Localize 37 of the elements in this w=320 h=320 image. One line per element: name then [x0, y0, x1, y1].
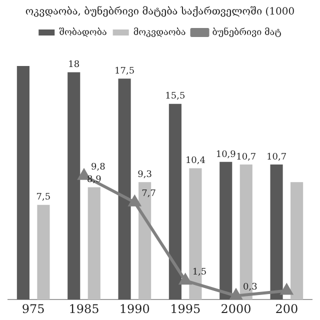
data-label: 8,9 [86, 175, 102, 186]
point [180, 274, 192, 285]
bar [16, 66, 30, 300]
x-tick-label: 975 [22, 302, 45, 316]
data-label: 18 [68, 60, 80, 70]
bar [168, 104, 182, 300]
data-label: 0,3 [243, 282, 258, 293]
bar [270, 164, 283, 300]
bar [37, 204, 50, 300]
bar [220, 162, 232, 300]
bar [68, 72, 80, 300]
data-label: 9,3 [138, 170, 152, 180]
data-label: 10,4 [185, 156, 206, 166]
bar [118, 78, 131, 300]
bar [290, 182, 304, 300]
data-label: 7,7 [142, 189, 156, 200]
data-label: 1,5 [192, 268, 207, 278]
chart-title: ოკვდაობა, ბუნებრივი მატება საქართველოში (1000 [25, 6, 295, 18]
data-label: 15,5 [165, 92, 186, 102]
point [230, 289, 242, 300]
data-label: 10,7 [236, 152, 256, 162]
data-label: 10,7 [266, 152, 287, 162]
data-label: 10,9 [216, 150, 236, 160]
bar [88, 187, 100, 300]
data-label: 17,5 [114, 66, 135, 76]
x-tick-label: 1995 [170, 302, 201, 316]
x-tick-label: 200 [275, 302, 298, 316]
data-label: 7,5 [36, 192, 51, 203]
legend-label: შობადობა [59, 26, 107, 38]
data-label: 9,8 [91, 162, 106, 173]
point [280, 284, 292, 295]
legend-label: ბუნებრივი მატ [212, 26, 282, 38]
point [128, 196, 140, 206]
legend-label: მოკვდაობა [133, 26, 186, 38]
x-tick-label: 1985 [68, 302, 100, 316]
x-tick-label: 1990 [119, 302, 150, 316]
x-tick-label: 2000 [220, 302, 252, 316]
